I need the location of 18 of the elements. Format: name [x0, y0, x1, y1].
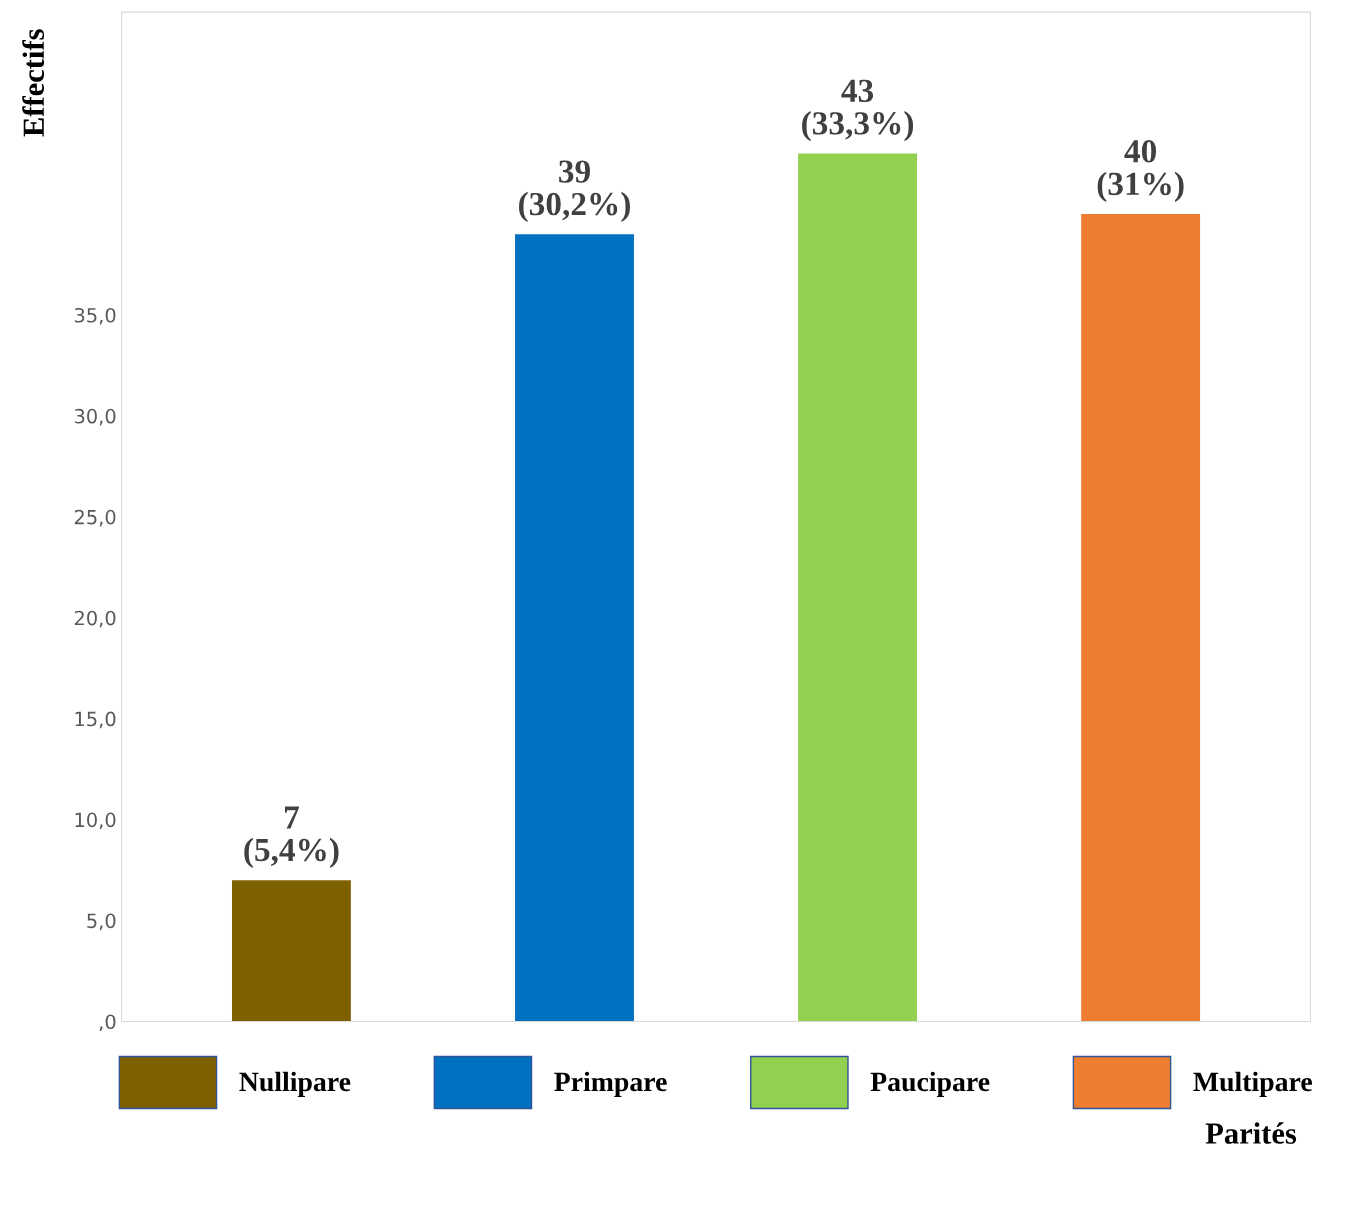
y-tick-label: 10,0 — [75, 812, 116, 830]
data-label: 39 (30,2%) — [519, 160, 630, 223]
y-axis-title: Effectifs — [22, 29, 45, 137]
y-tick-label: ,0 — [99, 1014, 116, 1032]
y-tick-label: 25,0 — [74, 509, 116, 527]
data-label: 43 (33,3%) — [802, 79, 914, 142]
y-tick-label: 30,0 — [74, 408, 116, 426]
legend-label: Nullipare — [239, 1071, 351, 1097]
legend-label: Multipare — [1193, 1071, 1312, 1097]
y-tick-label: 15,0 — [75, 711, 116, 729]
legend-label: Primpare — [554, 1071, 667, 1097]
legend-label: Paucipare — [870, 1071, 990, 1097]
data-label: 7 (5,4%) — [244, 806, 339, 869]
data-label: 40 (31%) — [1097, 140, 1184, 202]
y-tick-label: 5,0 — [87, 913, 116, 931]
y-tick-label: 20,0 — [74, 610, 116, 628]
x-axis-title: Parités — [1205, 1122, 1297, 1144]
y-tick-label: 35,0 — [74, 307, 116, 325]
